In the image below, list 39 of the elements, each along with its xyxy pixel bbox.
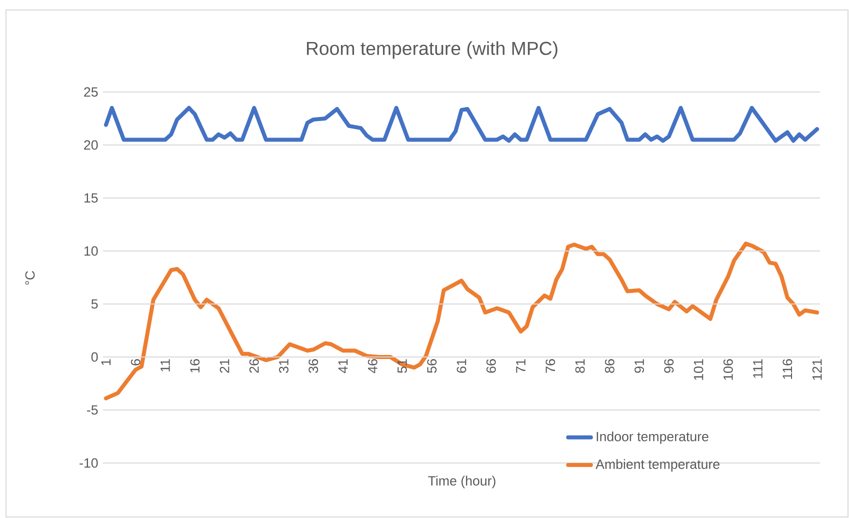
y-tick-label: 25 [84,87,98,97]
y-tick-label: 20 [84,140,98,150]
x-tick-label: 71 [516,359,526,373]
y-tick-label: 0 [91,352,98,362]
x-tick-label: 56 [427,359,437,373]
x-tick-label: 46 [368,359,378,374]
x-tick-label: 116 [782,359,792,379]
x-tick-label: 111 [753,359,762,378]
legend-label: Ambient temperature [596,459,720,472]
x-tick-label: 81 [575,359,585,373]
x-tick-label: 61 [456,359,466,373]
x-tick-label: 31 [279,359,288,373]
x-tick-label: 66 [486,359,496,373]
chart-title: Room temperature (with MPC) [306,41,558,59]
y-tick-label: 5 [91,299,98,309]
x-tick-label: 96 [664,359,674,373]
x-tick-label: 101 [694,359,704,380]
y-tick-label: 15 [84,193,98,203]
x-tick-label: 106 [723,359,733,380]
x-tick-label: 41 [338,359,348,374]
x-tick-label: 11 [160,359,170,372]
x-tick-label: 51 [398,359,407,373]
x-tick-label: 16 [190,359,200,372]
y-tick-label: 10 [84,246,98,256]
y-tick-label: -10 [80,458,98,468]
line-series [104,106,820,143]
x-tick-label: 36 [308,359,318,373]
x-tick-label: 21 [220,359,230,373]
x-tick-label: 6 [130,359,140,366]
y-axis-title: °C [25,271,35,285]
x-tick-label: 1 [101,359,111,365]
x-tick-label: 26 [249,359,259,373]
legend-label: Indoor temperature [596,431,708,444]
y-tick-label: -5 [87,405,98,415]
x-axis-title: Time (hour) [428,476,496,488]
x-tick-label: 91 [634,359,644,373]
x-tick-label: 86 [604,359,614,373]
x-tick-label: 76 [546,359,556,373]
x-tick-label: 121 [812,359,822,380]
